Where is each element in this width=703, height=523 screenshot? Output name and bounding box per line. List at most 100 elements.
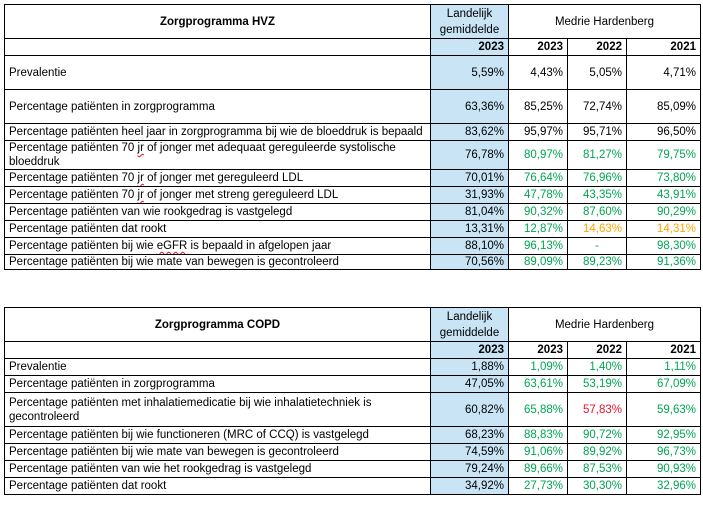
value-2023: 80,97% [508,140,568,170]
value-2021: 1,11% [626,358,701,376]
value-2021: 85,09% [626,89,701,124]
value-2022: 95,71% [567,123,627,141]
copd-table: Zorgprogramma COPD Landelijk gemiddelde Me… [4,307,701,495]
year-header: 2023 [508,38,568,56]
table-row: Percentage patiënten in zorgprogramma 63,… [4,89,701,124]
value-2022: 76,96% [567,169,627,187]
table-row: 2023 2023 2022 2021 [4,341,701,359]
value-2021: 98,30% [626,237,701,255]
value-2023: 27,73% [508,477,568,495]
national-average-value: 70,01% [430,169,509,187]
table-row: Percentage patiënten dat rookt 34,92% 27,7… [4,477,701,495]
indicator-label: Percentage patiënten heel jaar in zorgpr… [4,123,431,141]
year-row-spacer [4,38,431,56]
national-average-value: 79,24% [430,460,509,478]
value-2021: 14,31% [626,220,701,238]
table-row: Percentage patiënten in zorgprogramma 47,… [4,375,701,393]
national-average-header: Landelijk gemiddelde [430,4,509,39]
year-row-spacer [4,341,431,359]
hvz-body: Zorgprogramma HVZ Landelijk gemiddelde Med… [4,4,701,270]
spellcheck-mark: eGFR [156,240,188,252]
national-average-value: 83,62% [430,123,509,141]
value-2023: 47,78% [508,186,568,204]
national-average-value: 47,05% [430,375,509,393]
value-2023: 76,64% [508,169,568,187]
table-row: Prevalentie 1,88% 1,09% 1,40% 1,11% [4,358,701,376]
copd-body: Zorgprogramma COPD Landelijk gemiddelde Me… [4,307,701,495]
hvz-title: Zorgprogramma HVZ [4,4,431,39]
indicator-label: Percentage patiënten dat rookt [4,220,431,238]
value-2022: 89,23% [567,254,627,270]
value-2023: 65,88% [508,392,568,427]
year-header: 2023 [430,38,509,56]
value-2022: 5,05% [567,55,627,90]
indicator-label: Percentage patiënten bij wie mate van be… [4,443,431,461]
value-2023: 91,06% [508,443,568,461]
indicator-label: Percentage patiënten dat rookt [4,477,431,495]
value-2023: 89,66% [508,460,568,478]
indicator-label: Percentage patiënten in zorgprogramma [4,375,431,393]
value-2022: 72,74% [567,89,627,124]
year-header: 2023 [430,341,509,359]
table-row: Percentage patiënten 70 jr of jonger met… [4,140,701,170]
year-header: 2022 [567,341,627,359]
hvz-table: Zorgprogramma HVZ Landelijk gemiddelde Med… [4,4,701,270]
table-row: Zorgprogramma COPD Landelijk gemiddelde Me… [4,307,701,342]
table-row: Percentage patiënten bij wie mate van be… [4,254,701,270]
table-row: Percentage patiënten van wie het rookged… [4,460,701,478]
table-row: Percentage patiënten met inhalatiemedica… [4,392,701,427]
value-2023: 88,83% [508,426,568,444]
national-average-value: 1,88% [430,358,509,376]
value-2023: 90,32% [508,203,568,221]
indicator-label: Percentage patiënten bij wie mate van be… [4,254,431,270]
indicator-label: Prevalentie [4,55,431,90]
national-average-value: 70,56% [430,254,509,270]
national-average-value: 34,92% [430,477,509,495]
indicator-label: Percentage patiënten 70 jr of jonger met… [4,186,431,204]
national-average-value: 31,93% [430,186,509,204]
value-2022: 43,35% [567,186,627,204]
national-average-value: 63,36% [430,89,509,124]
indicator-label: Percentage patiënten bij wie eGFR is bep… [4,237,431,255]
indicator-label: Percentage patiënten 70 jr of jonger met… [4,169,431,187]
table-row: Percentage patiënten van wie rookgedrag … [4,203,701,221]
table-row: Zorgprogramma HVZ Landelijk gemiddelde Med… [4,4,701,39]
value-2021: 43,91% [626,186,701,204]
indicator-label: Percentage patiënten met inhalatiemedica… [4,392,431,427]
spellcheck-mark: jr [137,172,144,184]
value-2022: 53,19% [567,375,627,393]
value-2022: 90,72% [567,426,627,444]
value-2022: 57,83% [567,392,627,427]
indicator-label: Percentage patiënten bij wie functionere… [4,426,431,444]
year-header: 2022 [567,38,627,56]
table-row: Percentage patiënten 70 jr of jonger met… [4,186,701,204]
table-row: Percentage patiënten heel jaar in zorgpr… [4,123,701,141]
value-2022: 87,60% [567,203,627,221]
indicator-label: Prevalentie [4,358,431,376]
value-2023: 89,09% [508,254,568,270]
value-2022: 1,40% [567,358,627,376]
year-header: 2021 [626,341,701,359]
value-2022: 87,53% [567,460,627,478]
value-2023: 85,25% [508,89,568,124]
value-2023: 1,09% [508,358,568,376]
year-header: 2021 [626,38,701,56]
value-2021: 91,36% [626,254,701,270]
indicator-label: Percentage patiënten van wie het rookged… [4,460,431,478]
table-row: Percentage patiënten bij wie functionere… [4,426,701,444]
table-row: Percentage patiënten dat rookt 13,31% 12,8… [4,220,701,238]
value-2023: 96,13% [508,237,568,255]
value-2021: 90,29% [626,203,701,221]
value-2021: 92,95% [626,426,701,444]
value-2021: 59,63% [626,392,701,427]
value-2023: 95,97% [508,123,568,141]
table-row: Prevalentie 5,59% 4,43% 5,05% 4,71% [4,55,701,90]
value-2021: 73,80% [626,169,701,187]
indicator-label: Percentage patiënten in zorgprogramma [4,89,431,124]
value-2021: 79,75% [626,140,701,170]
value-2023: 12,87% [508,220,568,238]
national-average-value: 68,23% [430,426,509,444]
value-2021: 96,50% [626,123,701,141]
value-2021: 90,93% [626,460,701,478]
spellcheck-mark: jr [137,189,144,201]
